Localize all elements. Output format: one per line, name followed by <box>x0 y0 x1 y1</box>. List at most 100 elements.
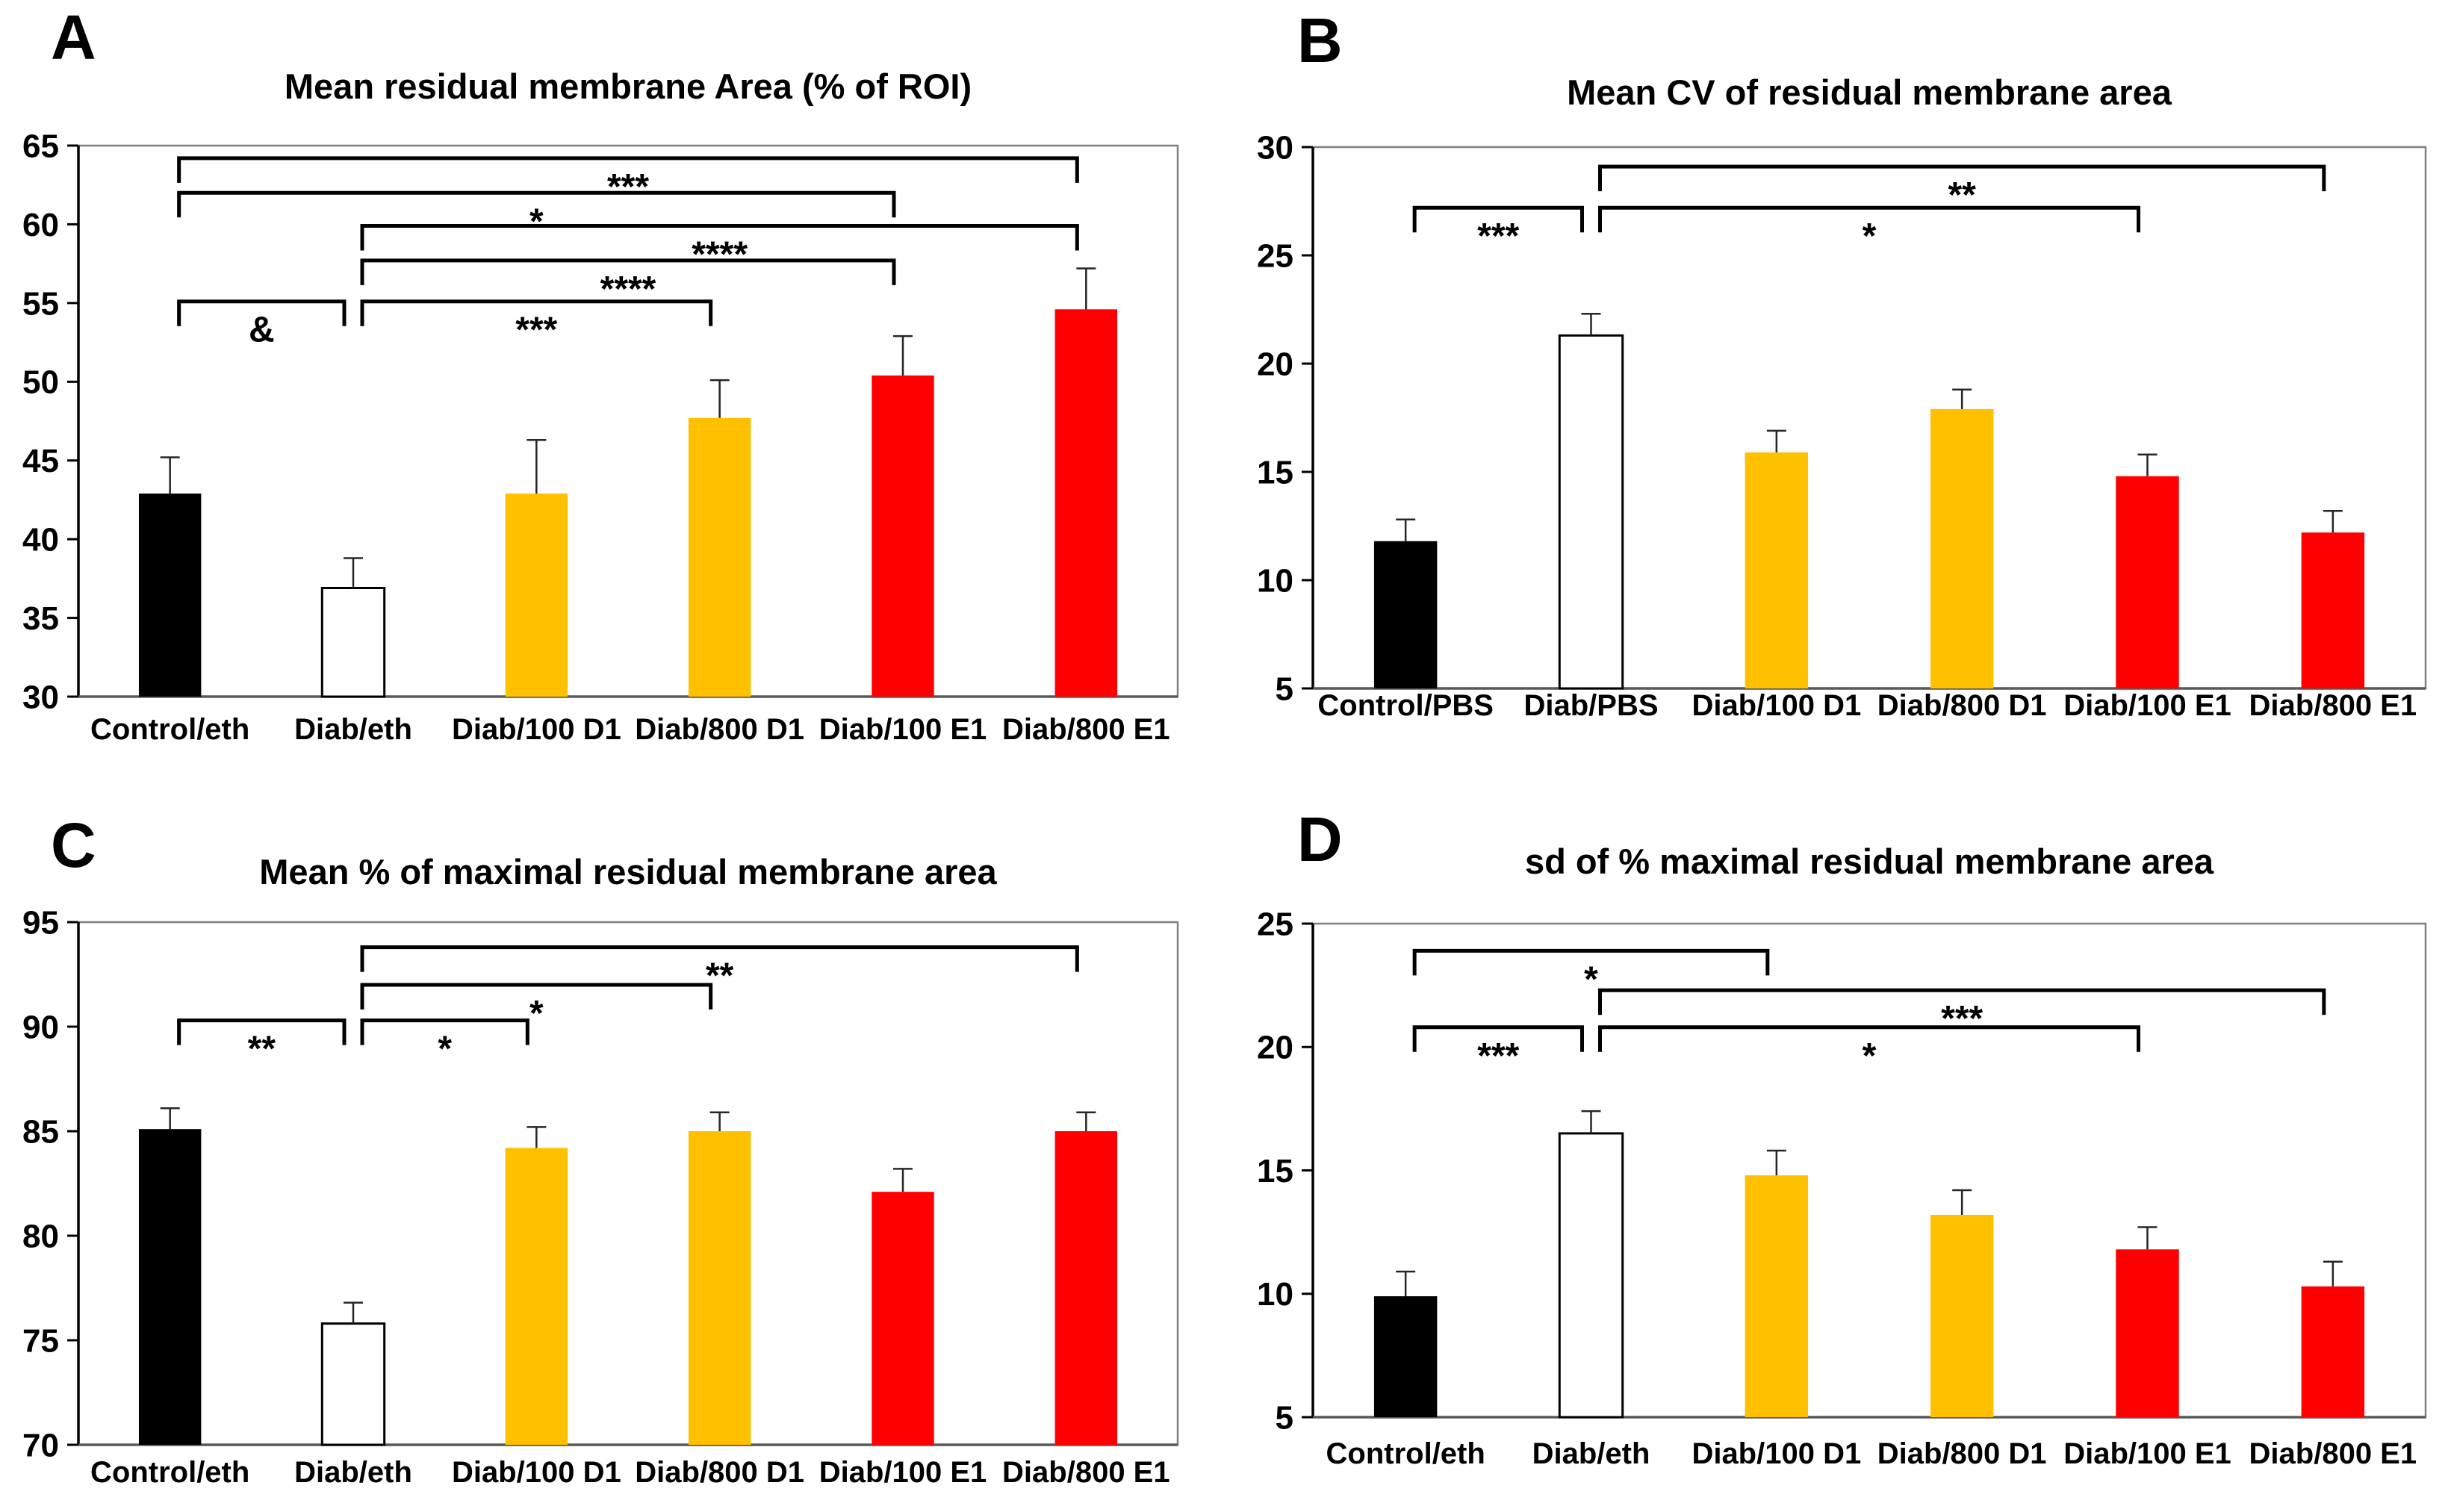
bar-Diab/800 E1 <box>1054 1131 1118 1445</box>
category-label: Diab/100 E1 <box>2063 1437 2231 1470</box>
bar-Diab/800 D1 <box>1930 1214 1994 1417</box>
category-label: Control/eth <box>90 1456 249 1489</box>
panel-d-chart: 5 10 15 20 25 Control/eth Diab/eth Diab/100 D1 D… <box>1257 906 2427 1470</box>
y-tick-label: 25 <box>1257 237 1293 274</box>
y-tick-label: 5 <box>1276 671 1293 707</box>
bar-Diab/eth <box>320 1322 386 1446</box>
y-tick-label: 85 <box>22 1113 59 1150</box>
plot-border <box>1311 922 2427 1419</box>
y-tick-label: 35 <box>22 600 59 637</box>
panel-b: B Mean CV of residual membrane area 5 10 1… <box>1226 0 2451 756</box>
plot-border <box>77 921 1179 1446</box>
bar-Diab/PBS <box>1558 334 1624 690</box>
significance-label: *** <box>1477 217 1519 256</box>
category-label: Diab/800 E1 <box>1002 713 1170 746</box>
significance-bracket <box>1412 205 1584 233</box>
bar-Diab/800 D1 <box>688 417 751 697</box>
category-label: Diab/800 D1 <box>1877 689 2047 722</box>
significance-bracket <box>1412 1025 1584 1052</box>
significance-bracket <box>360 224 1079 251</box>
significance-label: & <box>249 311 275 350</box>
panel-d: D sd of % maximal residual membrane area… <box>1226 756 2451 1512</box>
bar-Diab/800 E1 <box>2301 1286 2365 1417</box>
y-tick-label: 45 <box>22 443 59 479</box>
y-tick-label: 30 <box>22 679 59 715</box>
panel-b-chart: 5 10 15 20 25 30 Control/PBS Diab/PBS Diab/100 D… <box>1257 129 2427 722</box>
category-label: Diab/800 E1 <box>1002 1456 1170 1489</box>
panel-b-title: Mean CV of residual membrane area <box>1567 72 2172 112</box>
panel-d-title: sd of % maximal residual membrane area <box>1524 841 2214 881</box>
y-tick-label: 15 <box>1257 1153 1293 1189</box>
significance-bracket <box>360 983 713 1009</box>
bar-Diab/100 E1 <box>872 1192 934 1445</box>
significance-label: **** <box>692 235 748 275</box>
significance-bracket <box>360 258 896 285</box>
significance-label: * <box>529 202 544 241</box>
category-label: Diab/100 D1 <box>452 1456 621 1489</box>
significance-label: * <box>1584 959 1598 999</box>
bar-Diab/800 D1 <box>688 1131 751 1445</box>
y-tick-label: 90 <box>22 1009 59 1045</box>
category-label: Diab/100 E1 <box>819 713 987 746</box>
panel-d-letter: D <box>1297 804 1343 874</box>
significance-bracket <box>1412 948 1770 976</box>
panel-b-letter: B <box>1297 5 1343 75</box>
significance-label: *** <box>515 311 557 350</box>
significance-label: *** <box>1941 999 1983 1039</box>
significance-label: * <box>529 994 544 1033</box>
bar-Diab/eth <box>1558 1132 1624 1419</box>
bar-Diab/800 E1 <box>2301 532 2365 688</box>
significance-label: * <box>438 1030 452 1069</box>
significance-bracket <box>1598 1025 2140 1052</box>
significance-bracket <box>360 945 1079 972</box>
significance-bracket <box>1598 988 2326 1015</box>
category-label: Diab/eth <box>294 1456 412 1489</box>
significance-bracket <box>360 1018 529 1045</box>
y-tick-label: 30 <box>1257 129 1293 166</box>
panel-c-title: Mean % of maximal residual membrane area <box>259 852 997 892</box>
bar-Control/PBS <box>1373 541 1438 688</box>
significance-label: *** <box>1477 1036 1519 1076</box>
bar-Diab/100 D1 <box>1745 1175 1809 1417</box>
category-label: Diab/800 D1 <box>1877 1437 2047 1470</box>
significance-label: * <box>1863 1036 1877 1076</box>
panel-c: C Mean % of maximal residual membrane ar… <box>0 756 1226 1512</box>
category-label: Diab/100 D1 <box>452 713 621 746</box>
category-label: Diab/100 E1 <box>819 1456 987 1489</box>
y-tick-label: 15 <box>1257 454 1293 491</box>
plot-border <box>77 144 1179 698</box>
bar-Diab/800 E1 <box>1054 309 1118 697</box>
y-tick-label: 20 <box>1257 346 1293 382</box>
y-tick-label: 55 <box>22 285 59 322</box>
category-label: Control/eth <box>90 713 249 746</box>
y-tick-label: 5 <box>1276 1399 1293 1436</box>
significance-bracket <box>1598 164 2326 192</box>
category-label: Diab/800 E1 <box>2249 1437 2417 1470</box>
significance-bracket <box>1598 205 2140 233</box>
significance-label: ** <box>248 1030 276 1069</box>
category-label: Diab/800 E1 <box>2249 689 2417 722</box>
y-tick-label: 65 <box>22 128 59 164</box>
bar-Diab/100 E1 <box>872 375 934 697</box>
significance-label: *** <box>607 167 649 207</box>
category-label: Diab/100 E1 <box>2063 689 2231 722</box>
bar-Diab/100 D1 <box>505 1148 568 1445</box>
significance-bracket <box>177 1018 347 1045</box>
category-label: Control/eth <box>1326 1437 1485 1470</box>
bar-Diab/100 E1 <box>2116 476 2179 688</box>
y-tick-label: 10 <box>1257 1276 1293 1313</box>
bar-Diab/100 D1 <box>505 493 568 697</box>
panel-a-title: Mean residual membrane Area (% of ROI) <box>284 66 972 106</box>
bar-Control/eth <box>138 1129 202 1445</box>
y-tick-label: 80 <box>22 1218 59 1254</box>
bar-Diab/800 D1 <box>1930 408 1994 688</box>
bar-Control/eth <box>1373 1296 1438 1417</box>
panel-a-chart: 30 35 40 45 50 55 60 65 Control/eth Diab/eth Diab/… <box>22 128 1179 746</box>
category-label: Diab/100 D1 <box>1692 689 1861 722</box>
bar-Diab/100 E1 <box>2116 1249 2179 1417</box>
category-label: Diab/800 D1 <box>635 713 804 746</box>
significance-bracket <box>177 190 896 218</box>
significance-bracket <box>177 299 347 326</box>
y-tick-label: 20 <box>1257 1030 1293 1066</box>
y-tick-label: 95 <box>22 904 59 941</box>
